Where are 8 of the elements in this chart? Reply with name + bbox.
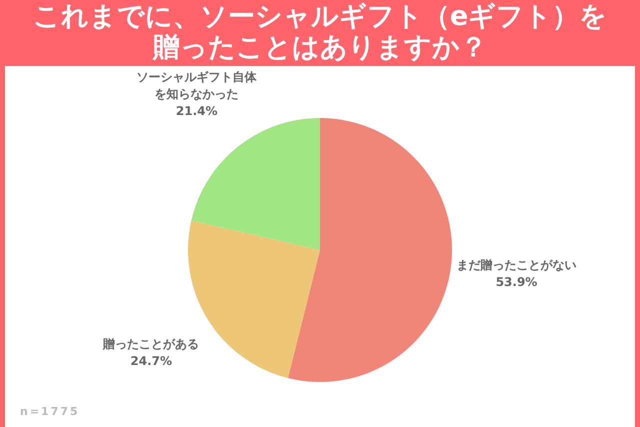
data-label: 53.9% xyxy=(496,274,538,289)
chart-title: これまでに、ソーシャルギフト（eギフト）を贈ったことはありますか？ xyxy=(32,1,608,64)
data-label: 21.4% xyxy=(176,104,218,118)
data-label: 24.7% xyxy=(130,354,172,368)
slice-label: まだ贈ったことがない xyxy=(456,258,577,272)
text: n=1775 xyxy=(20,404,80,418)
slice-label: 贈ったことがある xyxy=(102,337,200,352)
slice-label: ソーシャルギフト自体を知らなかった xyxy=(136,70,258,102)
